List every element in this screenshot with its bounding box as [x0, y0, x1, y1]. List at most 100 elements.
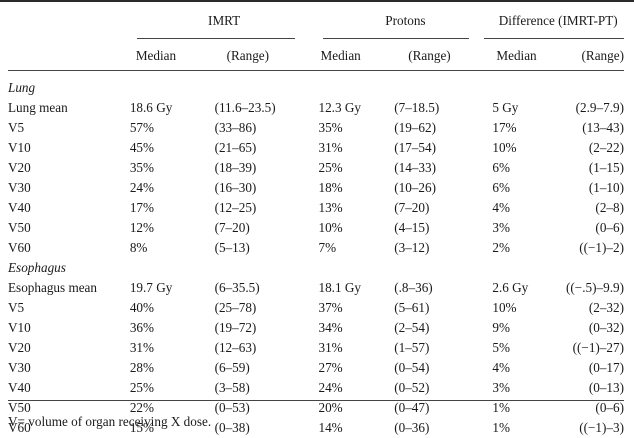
row-label: V50 [8, 400, 31, 415]
table-row: V40 25% (3–58) 24% (0–52) 3% (0–13) [8, 378, 624, 398]
row-label: Esophagus mean [8, 280, 97, 295]
table-row: Esophagus mean 19.7 Gy (6–35.5) 18.1 Gy … [8, 278, 624, 298]
imrt-median-cell: 25% [129, 380, 154, 395]
protons-median-cell: 37% [318, 300, 343, 315]
difference-median-cell: 4% [492, 200, 510, 215]
protons-median-cell: 31% [318, 140, 343, 155]
table-bottom-rule [8, 400, 624, 401]
difference-median-cell: 10% [492, 300, 517, 315]
table-row: V40 17% (12–25) 13% (7–20) 4% (2–8) [8, 198, 624, 218]
protons-range-cell: (1–57) [394, 340, 430, 355]
imrt-median-cell: 24% [129, 180, 154, 195]
protons-range-cell: (0–52) [394, 380, 430, 395]
imrt-median-cell: 40% [129, 300, 154, 315]
difference-range-cell: (0–13) [588, 380, 624, 395]
dose-comparison-table: IMRT Protons Difference (IMRT-PT) Median… [8, 0, 624, 438]
difference-range-cell: (1–10) [588, 180, 624, 195]
difference-median-cell: 1% [492, 420, 510, 435]
row-label: V10 [8, 320, 31, 335]
protons-median-cell: 31% [318, 340, 343, 355]
imrt-range-cell: (7–20) [214, 220, 250, 235]
row-label: V60 [8, 240, 31, 255]
table-top-rule [0, 0, 634, 2]
section-title: Lung [8, 80, 36, 95]
imrt-group-rule [137, 38, 295, 39]
subhead-imrt-range: (Range) [226, 48, 270, 63]
table-footnote: V= volume of organ receiving X dose. [8, 414, 212, 429]
protons-range-cell: (17–54) [394, 140, 436, 155]
protons-median-cell: 18% [318, 180, 343, 195]
protons-range-cell: (0–47) [394, 400, 430, 415]
difference-median-cell: 17% [492, 120, 517, 135]
section-heading-lung: Lung [8, 78, 624, 98]
row-label: V30 [8, 180, 31, 195]
imrt-range-cell: (6–35.5) [214, 280, 260, 295]
imrt-median-cell: 18.6 Gy [129, 100, 173, 115]
imrt-median-cell: 19.7 Gy [129, 280, 173, 295]
difference-median-cell: 1% [492, 400, 510, 415]
imrt-median-cell: 45% [129, 140, 154, 155]
row-label: V20 [8, 340, 31, 355]
imrt-median-cell: 17% [129, 200, 154, 215]
difference-range-cell: (0–6) [595, 400, 624, 415]
protons-range-cell: (0–54) [394, 360, 430, 375]
difference-range-cell: ((−1)–2) [579, 240, 624, 255]
difference-median-cell: 10% [492, 140, 517, 155]
imrt-range-cell: (33–86) [214, 120, 257, 135]
difference-range-cell: (0–6) [595, 220, 624, 235]
subhead-difference-median: Median [496, 48, 537, 63]
difference-median-cell: 5% [492, 340, 510, 355]
protons-median-cell: 34% [318, 320, 343, 335]
imrt-range-cell: (5–13) [214, 240, 250, 255]
difference-median-cell: 4% [492, 360, 510, 375]
table-row: V50 22% (0–53) 20% (0–47) 1% (0–6) [8, 398, 624, 418]
imrt-range-cell: (6–59) [214, 360, 250, 375]
difference-range-cell: (0–32) [588, 320, 624, 335]
protons-median-cell: 35% [318, 120, 343, 135]
imrt-range-cell: (3–58) [214, 380, 250, 395]
difference-median-cell: 2% [492, 240, 510, 255]
row-label: V40 [8, 200, 31, 215]
protons-median-cell: 20% [318, 400, 343, 415]
group-header-imrt: IMRT [208, 13, 241, 28]
imrt-range-cell: (16–30) [214, 180, 257, 195]
difference-median-cell: 5 Gy [492, 100, 519, 115]
table-row: V30 24% (16–30) 18% (10–26) 6% (1–10) [8, 178, 624, 198]
table-row: Lung mean 18.6 Gy (11.6–23.5) 12.3 Gy (7… [8, 98, 624, 118]
difference-median-cell: 2.6 Gy [492, 280, 529, 295]
protons-median-cell: 14% [318, 420, 343, 435]
protons-range-cell: (7–20) [394, 200, 430, 215]
imrt-median-cell: 8% [129, 240, 148, 255]
imrt-range-cell: (12–25) [214, 200, 257, 215]
protons-median-cell: 10% [318, 220, 343, 235]
difference-range-cell: ((−1)–3) [579, 420, 624, 435]
difference-group-rule [484, 38, 624, 39]
imrt-median-cell: 35% [129, 160, 154, 175]
difference-range-cell: (2–22) [588, 140, 624, 155]
imrt-range-cell: (11.6–23.5) [214, 100, 276, 115]
protons-range-cell: (3–12) [394, 240, 430, 255]
row-label: V20 [8, 160, 31, 175]
difference-range-cell: (2.9–7.9) [575, 100, 624, 115]
protons-median-cell: 13% [318, 200, 343, 215]
subhead-imrt-median: Median [135, 48, 177, 63]
imrt-median-cell: 28% [129, 360, 154, 375]
table-row: V10 36% (19–72) 34% (2–54) 9% (0–32) [8, 318, 624, 338]
protons-range-cell: (10–26) [394, 180, 436, 195]
table-row: V30 28% (6–59) 27% (0–54) 4% (0–17) [8, 358, 624, 378]
row-label: V5 [8, 300, 25, 315]
protons-range-cell: (4–15) [394, 220, 430, 235]
section-title: Esophagus [8, 260, 66, 275]
stub-header [8, 0, 130, 42]
protons-median-cell: 24% [318, 380, 343, 395]
difference-range-cell: (13–43) [582, 120, 624, 135]
imrt-range-cell: (0–53) [214, 400, 250, 415]
imrt-range-cell: (0–38) [214, 420, 250, 435]
table-row: V20 31% (12–63) 31% (1–57) 5% ((−1)–27) [8, 338, 624, 358]
protons-range-cell: (.8–36) [394, 280, 433, 295]
difference-range-cell: (1–15) [588, 160, 624, 175]
protons-range-cell: (19–62) [394, 120, 436, 135]
difference-range-cell: ((−1)–27) [572, 340, 624, 355]
protons-median-cell: 25% [318, 160, 343, 175]
table-row: V10 45% (21–65) 31% (17–54) 10% (2–22) [8, 138, 624, 158]
